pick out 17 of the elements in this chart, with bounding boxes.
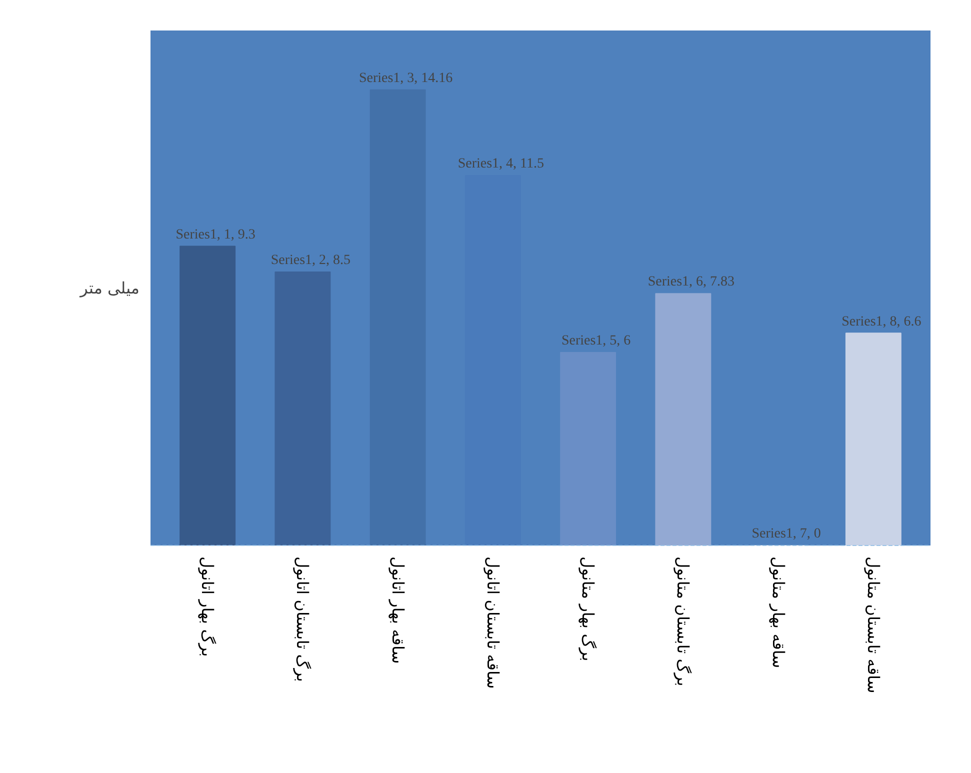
data-label: Series1, 8, 6.6 (842, 314, 922, 330)
data-label: Series1, 5, 6 (561, 334, 631, 349)
data-label: Series1, 7, 0 (752, 526, 821, 542)
x-tick-label: ساقه تابستان متانول (864, 556, 883, 694)
y-axis-title: میلی متر (79, 278, 140, 298)
data-label: Series1, 3, 14.16 (358, 70, 453, 86)
x-tick-label: برگ تابستان متانول (674, 556, 693, 686)
x-tick-label: برگ بهار اتانول (198, 556, 218, 657)
data-label: Series1, 1, 9.3 (176, 227, 256, 242)
data-label: Series1, 4, 11.5 (458, 156, 544, 172)
x-tick-label: ساقه بهار اتانول (388, 556, 408, 664)
x-tick-label: برگ بهار متانول (578, 556, 598, 662)
x-tick-label: ساقه تابستان اتانول (483, 556, 502, 689)
data-label: Series1, 6, 7.83 (648, 274, 735, 290)
x-tick-label: برگ تابستان اتانول (293, 556, 312, 682)
x-tick-label: ساقه بهار متانول (768, 556, 788, 668)
data-label: Series1, 2, 8.5 (270, 253, 351, 268)
